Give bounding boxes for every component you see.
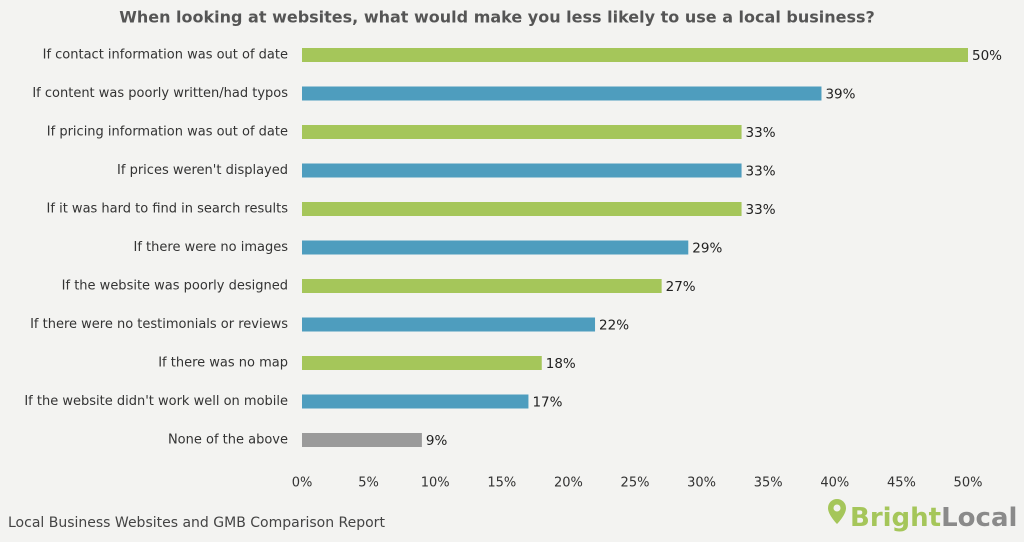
- y-tick-label: None of the above: [168, 433, 288, 448]
- bar: [302, 317, 596, 332]
- logo-part: Local: [941, 503, 1017, 533]
- x-tick-label: 50%: [954, 476, 983, 491]
- source-note: Local Business Websites and GMB Comparis…: [8, 515, 385, 531]
- value-label: 39%: [825, 87, 855, 103]
- bar: [302, 279, 662, 293]
- x-tick-label: 35%: [754, 476, 783, 491]
- y-tick-label: If pricing information was out of date: [47, 125, 288, 140]
- value-label: 50%: [972, 48, 1002, 64]
- bar: [302, 202, 742, 216]
- x-tick-label: 10%: [421, 476, 450, 491]
- chart-title: When looking at websites, what would mak…: [119, 8, 875, 27]
- value-label: 17%: [532, 395, 562, 411]
- bar: [302, 240, 689, 255]
- value-label: 33%: [746, 125, 776, 141]
- y-tick-label: If there were no testimonials or reviews: [30, 317, 288, 332]
- value-label: 18%: [546, 356, 576, 372]
- bar: [302, 356, 542, 370]
- value-label: 29%: [692, 241, 722, 257]
- bar: [302, 48, 968, 62]
- x-tick-label: 45%: [887, 476, 916, 491]
- value-label: 33%: [746, 202, 776, 218]
- x-tick-label: 5%: [358, 476, 379, 491]
- x-tick-label: 0%: [292, 476, 313, 491]
- value-label: 27%: [666, 279, 696, 295]
- x-tick-label: 15%: [487, 476, 516, 491]
- logo-part: Bright: [850, 503, 941, 533]
- logo-text: BrightLocal: [850, 503, 1017, 533]
- y-tick-label: If prices weren't displayed: [117, 163, 288, 178]
- value-label: 22%: [599, 318, 629, 334]
- bar: [302, 86, 822, 101]
- y-tick-label: If contact information was out of date: [43, 48, 288, 63]
- y-tick-label: If the website didn't work well on mobil…: [24, 394, 288, 409]
- bar: [302, 433, 422, 447]
- y-tick-label: If it was hard to find in search results: [47, 202, 289, 217]
- logo-icon-dot: [833, 504, 841, 512]
- logo: BrightLocal: [828, 499, 1017, 533]
- y-tick-label: If there were no images: [134, 240, 289, 255]
- x-tick-label: 30%: [687, 476, 716, 491]
- value-label: 9%: [426, 433, 448, 449]
- y-tick-label: If the website was poorly designed: [62, 279, 288, 294]
- x-tick-label: 25%: [621, 476, 650, 491]
- y-tick-label: If content was poorly written/had typos: [32, 86, 288, 101]
- value-label: 33%: [746, 164, 776, 180]
- bar: [302, 394, 529, 409]
- x-tick-label: 40%: [820, 476, 849, 491]
- y-tick-label: If there was no map: [158, 356, 288, 371]
- bar: [302, 125, 742, 139]
- bar: [302, 163, 742, 178]
- x-tick-label: 20%: [554, 476, 583, 491]
